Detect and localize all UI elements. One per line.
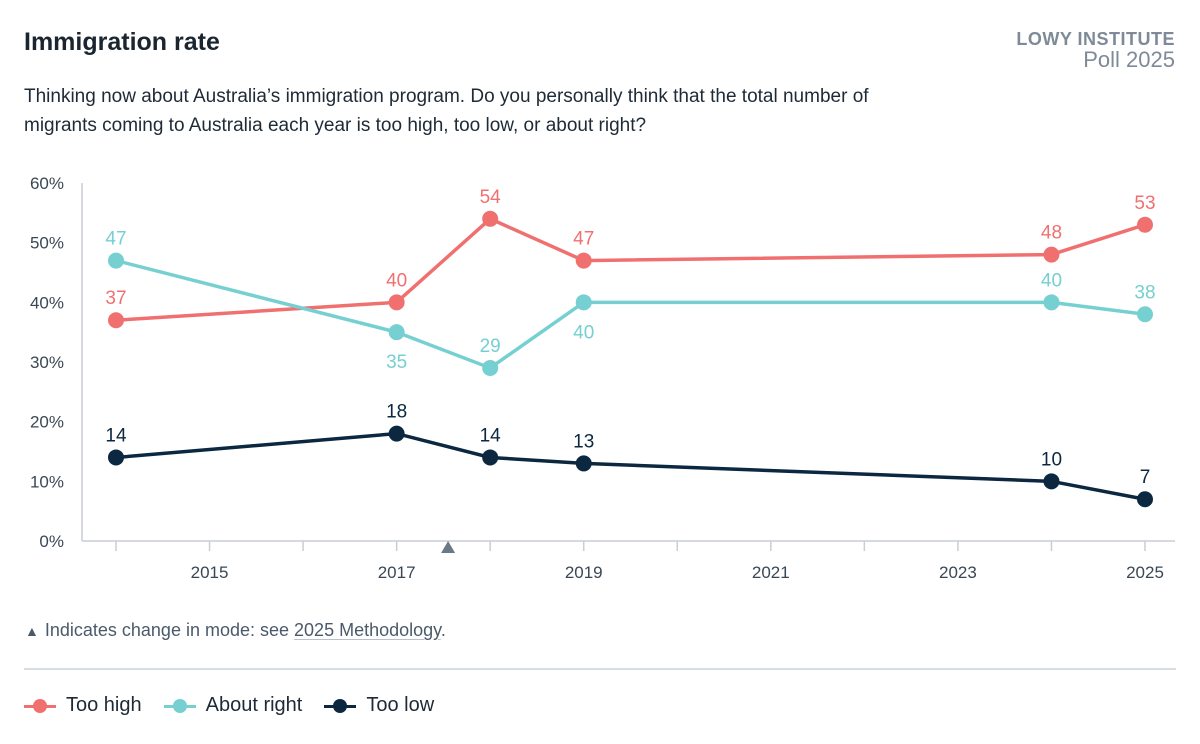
data-label-too-low: 14 — [480, 425, 502, 446]
legend-swatch-icon — [163, 696, 196, 716]
x-tick-label: 2017 — [378, 563, 416, 582]
legend-item[interactable]: Too low — [324, 694, 434, 717]
y-tick-label: 0% — [39, 532, 64, 551]
data-point-too-low — [108, 449, 124, 466]
data-label-too-low: 13 — [573, 431, 594, 452]
data-point-too-low — [575, 455, 592, 472]
data-label-about-right: 47 — [105, 229, 126, 250]
x-tick-label: 2021 — [752, 563, 790, 582]
data-point-about-right — [388, 324, 405, 341]
data-label-too-high: 37 — [105, 288, 126, 309]
y-tick-label: 20% — [30, 413, 64, 432]
chart-title: Immigration rate — [24, 28, 220, 56]
data-point-too-low — [482, 449, 499, 466]
x-tick-label: 2023 — [939, 563, 977, 582]
data-point-about-right — [482, 359, 499, 376]
x-tick-label: 2019 — [565, 563, 603, 582]
brand-logo: LOWY INSTITUTE Poll 2025 — [1016, 30, 1175, 71]
data-label-too-high: 54 — [480, 187, 502, 208]
y-tick-label: 30% — [30, 353, 64, 372]
data-point-too-low — [1137, 491, 1153, 508]
data-point-too-high — [1043, 246, 1060, 263]
divider — [24, 668, 1176, 670]
data-label-too-high: 40 — [386, 270, 407, 291]
legend-label: Too high — [66, 694, 142, 716]
y-tick-label: 40% — [30, 293, 64, 312]
line-chart: 0% 10% 20% 30% 40% 50% 60% 2015 2017 2019 2021 2023… — [30, 174, 1175, 582]
y-tick-label: 10% — [30, 472, 64, 491]
legend-label: About right — [205, 694, 303, 716]
data-label-about-right: 40 — [573, 322, 594, 343]
y-tick-label: 60% — [30, 174, 64, 193]
data-label-about-right: 40 — [1041, 270, 1062, 291]
data-point-about-right — [108, 252, 124, 269]
data-point-too-low — [388, 425, 405, 442]
data-point-too-high — [108, 312, 124, 329]
data-label-too-low: 7 — [1140, 467, 1151, 488]
data-label-too-low: 18 — [386, 402, 407, 423]
data-point-too-high — [388, 294, 405, 311]
x-tick-label: 2025 — [1126, 563, 1164, 582]
legend-item[interactable]: About right — [163, 694, 303, 717]
legend: Too high About right Too low — [24, 694, 456, 717]
data-point-about-right — [575, 294, 592, 311]
series-line-too-high — [115, 216, 1146, 322]
mode-change-triangle-icon — [441, 541, 456, 553]
legend-swatch-icon — [324, 696, 357, 716]
x-tick-label: 2015 — [191, 563, 229, 582]
legend-item[interactable]: Too high — [24, 694, 142, 717]
data-label-about-right: 29 — [480, 336, 501, 357]
note-end: . — [440, 620, 446, 640]
series-line-about-right — [115, 258, 1146, 370]
data-label-about-right: 35 — [386, 352, 407, 373]
methodology-link[interactable]: 2025 Methodology — [294, 620, 441, 640]
data-point-too-high — [1137, 216, 1153, 233]
data-point-too-low — [1043, 473, 1060, 490]
brand-line2: Poll 2025 — [1083, 47, 1175, 72]
y-tick-label: 50% — [30, 234, 64, 253]
data-label-too-low: 10 — [1041, 449, 1062, 470]
data-label-too-low: 14 — [105, 425, 127, 446]
legend-label: Too low — [366, 694, 435, 716]
data-point-too-high — [575, 252, 592, 269]
data-label-too-high: 47 — [573, 229, 594, 250]
legend-swatch-icon — [24, 696, 56, 716]
note-text: Indicates change in mode: see — [44, 620, 295, 640]
brand-line1: LOWY INSTITUTE — [1016, 29, 1175, 49]
triangle-icon: ▲ — [25, 623, 39, 639]
data-point-about-right — [1137, 306, 1153, 323]
series-line-too-low — [115, 431, 1146, 501]
data-point-about-right — [1043, 294, 1060, 311]
chart-subtitle: Thinking now about Australia’s immigrati… — [24, 86, 869, 136]
data-label-about-right: 38 — [1134, 282, 1155, 303]
data-point-too-high — [482, 210, 499, 227]
methodology-note: ▲ Indicates change in mode: see 2025 Meth… — [25, 620, 446, 641]
data-label-too-high: 48 — [1041, 223, 1062, 244]
data-label-too-high: 53 — [1134, 193, 1155, 214]
